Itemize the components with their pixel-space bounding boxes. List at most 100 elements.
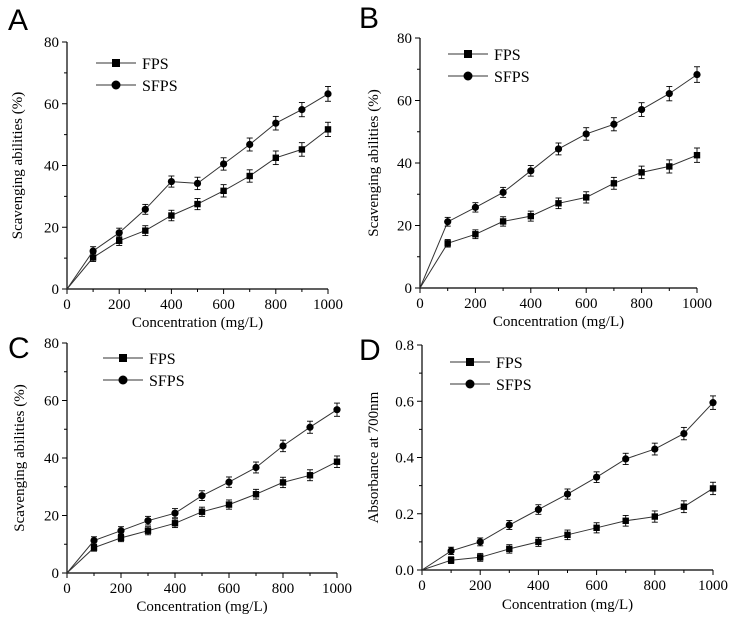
legend-marker-square — [112, 59, 120, 67]
data-point-square — [252, 491, 260, 498]
data-point-circle — [324, 90, 332, 98]
data-point-circle — [693, 70, 701, 79]
data-point-square — [246, 172, 253, 180]
data-point-square — [506, 545, 513, 553]
data-point-circle — [225, 478, 233, 486]
legend-marker-circle — [111, 80, 121, 90]
data-point-circle — [117, 527, 125, 535]
data-point-square — [638, 169, 645, 176]
data-point-square — [333, 458, 341, 465]
x-axis-title: Concentration (mg/L) — [502, 597, 633, 613]
data-point-circle — [252, 463, 260, 472]
y-axis-title: Scavenging abilities (%) — [10, 92, 26, 239]
data-point-square — [198, 508, 206, 515]
series-fps — [421, 481, 717, 571]
data-point-square — [593, 524, 600, 532]
data-point-circle — [167, 177, 175, 186]
data-point-square — [447, 556, 455, 564]
series-fps — [66, 121, 332, 290]
data-point-circle — [279, 442, 287, 450]
data-point-circle — [709, 399, 717, 407]
series-sfps — [66, 86, 332, 290]
data-point-square — [583, 194, 590, 201]
x-tick-label: 1000 — [313, 297, 343, 313]
data-point-square — [472, 231, 479, 238]
data-point-square — [225, 501, 233, 508]
chart-panel-a: A 0 200 400 600 800 1000 0 20 40 60 80 Concentration… — [8, 4, 343, 331]
y-tick-label: 60 — [44, 97, 59, 113]
x-tick-label: 1000 — [698, 578, 728, 594]
data-point-circle — [505, 521, 513, 529]
panel-letter: C — [8, 332, 30, 365]
panel-letter: D — [359, 334, 381, 367]
data-point-circle — [272, 119, 280, 127]
y-tick-label: 0 — [405, 281, 413, 297]
data-point-square — [651, 513, 658, 520]
data-point-circle — [144, 517, 152, 525]
x-tick-label: 0 — [416, 296, 424, 312]
x-tick-label: 200 — [110, 581, 133, 597]
series-sfps — [66, 402, 341, 574]
panel-letter: B — [359, 2, 379, 35]
series-sfps — [419, 66, 701, 289]
y-tick-label: 60 — [397, 94, 412, 110]
data-point-circle — [198, 492, 206, 500]
x-tick-label: 800 — [630, 296, 653, 312]
data-point-square — [477, 554, 484, 561]
y-axis-title: Absorbance at 700nm — [366, 391, 382, 523]
data-point-circle — [651, 445, 659, 453]
data-point-circle — [534, 505, 543, 514]
data-point-circle — [298, 106, 306, 114]
legend-marker-circle — [465, 379, 475, 389]
data-point-square — [622, 517, 629, 524]
data-point-circle — [444, 218, 452, 226]
data-point-circle — [115, 229, 123, 237]
panel-letter: A — [8, 4, 28, 37]
data-point-square — [194, 200, 201, 208]
series-line-sfps — [66, 93, 329, 290]
data-point-circle — [582, 130, 590, 138]
y-tick-label: 0.6 — [395, 394, 414, 410]
data-point-square — [324, 126, 332, 133]
data-point-square — [298, 146, 306, 153]
data-point-square — [272, 154, 279, 161]
x-axis-title: Concentration (mg/L) — [136, 599, 267, 615]
data-point-square — [171, 520, 179, 527]
data-point-square — [168, 212, 175, 219]
chart-panel-b: B 0 200 400 600 800 1000 0 20 40 60 80 Concentration… — [359, 2, 712, 330]
legend-label: SFPS — [496, 377, 532, 394]
data-point-circle — [193, 179, 202, 188]
legend: FPS SFPS — [448, 47, 530, 86]
y-tick-label: 80 — [397, 31, 412, 47]
x-tick-label: 200 — [464, 296, 487, 312]
data-point-circle — [171, 509, 179, 517]
legend-label: FPS — [496, 355, 523, 372]
data-point-square — [535, 538, 542, 546]
x-tick-label: 400 — [160, 297, 183, 313]
series-fps — [419, 147, 701, 289]
data-point-circle — [333, 406, 341, 414]
data-point-square — [306, 472, 314, 479]
legend-marker-circle — [118, 375, 128, 385]
data-point-square — [666, 163, 673, 170]
x-tick-label: 400 — [527, 578, 550, 594]
data-point-square — [116, 237, 123, 245]
x-tick-label: 800 — [644, 578, 667, 594]
y-axis-title: Scavenging abilities (%) — [366, 89, 382, 236]
x-tick-label: 800 — [272, 581, 295, 597]
data-point-circle — [563, 490, 572, 498]
x-tick-label: 600 — [575, 296, 598, 312]
data-point-circle — [246, 140, 254, 149]
data-point-circle — [499, 188, 507, 196]
x-tick-label: 400 — [520, 296, 543, 312]
x-tick-label: 600 — [212, 297, 235, 313]
y-tick-label: 0 — [52, 282, 60, 298]
x-tick-label: 600 — [218, 581, 241, 597]
data-point-square — [499, 218, 507, 225]
chart-panel-d: D 0 200 400 600 800 1000 0.0 0.2 0.4 0.6 0.8 Concent… — [359, 334, 728, 613]
x-tick-label: 0 — [63, 297, 71, 313]
y-tick-label: 40 — [44, 159, 59, 175]
legend: FPS SFPS — [103, 351, 185, 390]
data-point-circle — [527, 167, 535, 175]
data-point-square — [90, 544, 98, 551]
